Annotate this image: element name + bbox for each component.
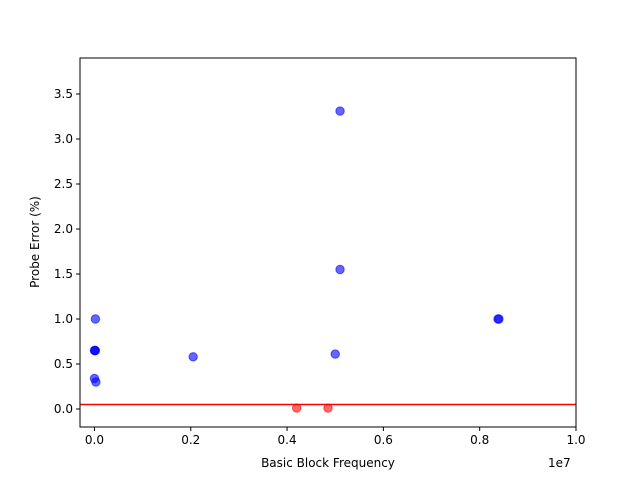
x-tick-label: 0.8 [470,433,489,447]
blue-data-point [494,314,504,324]
blue-data-point [90,314,101,324]
red-data-point [291,403,302,413]
y-tick-label: 0.5 [54,357,73,371]
x-offset-label: 1e7 [548,456,571,470]
blue-data-point [91,377,101,387]
plot-background [80,58,576,427]
x-tick-label: 0.0 [85,433,104,447]
y-tick-label: 2.0 [54,222,73,236]
points-layer [89,106,504,413]
y-tick-label: 1.5 [54,267,73,281]
red-data-point [323,403,333,413]
blue-data-point [188,352,198,362]
x-tick-label: 0.2 [181,433,200,447]
x-axis-ticks: 0.0 0.2 0.4 0.6 0.8 1.0 [85,427,586,447]
x-tick-label: 0.6 [374,433,393,447]
y-axis-label: Probe Error (%) [28,196,42,288]
x-axis-label: Basic Block Frequency [261,456,395,470]
y-tick-label: 0.0 [54,402,73,416]
blue-data-point [335,264,345,275]
y-axis-ticks: 0.0 0.5 1.0 1.5 2.0 2.5 3.0 3.5 [54,87,80,416]
y-tick-label: 1.0 [54,312,73,326]
y-tick-label: 3.5 [54,87,73,101]
y-tick-label: 2.5 [54,177,73,191]
x-tick-label: 1.0 [566,433,585,447]
x-tick-label: 0.4 [278,433,297,447]
blue-data-point [330,349,340,359]
y-tick-label: 3.0 [54,132,73,146]
plot-frame [79,57,577,428]
blue-data-point [90,345,101,356]
blue-data-point [335,106,345,116]
